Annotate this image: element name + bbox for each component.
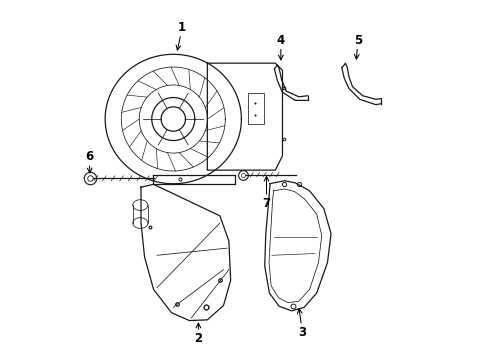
Text: 5: 5 — [354, 33, 362, 59]
Text: 1: 1 — [176, 21, 186, 50]
Text: 4: 4 — [277, 33, 285, 60]
Text: 7: 7 — [263, 176, 270, 210]
Text: 2: 2 — [195, 323, 202, 345]
Text: 6: 6 — [85, 150, 93, 173]
Text: 3: 3 — [297, 309, 306, 339]
Bar — [248, 93, 265, 123]
